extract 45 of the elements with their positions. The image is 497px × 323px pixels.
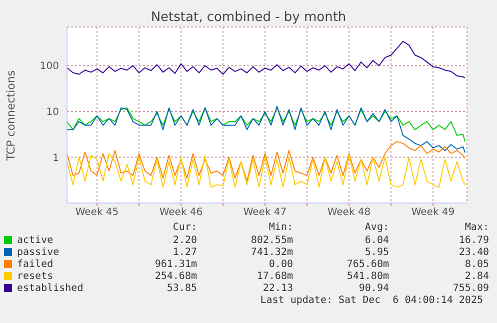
x-tick-label: Week 48 bbox=[327, 207, 371, 218]
text: 254.68m bbox=[154, 270, 197, 282]
text: 16.79 bbox=[458, 234, 489, 246]
legend-label: resets bbox=[17, 270, 54, 282]
text: 53.85 bbox=[166, 282, 197, 294]
text: 541.80m bbox=[346, 270, 389, 282]
legend-label: failed bbox=[17, 258, 54, 270]
text: 2.84 bbox=[464, 270, 489, 282]
legend-label: established bbox=[17, 282, 84, 294]
line-series bbox=[67, 106, 466, 153]
y-tick-label: 1 bbox=[52, 152, 59, 164]
line-series bbox=[67, 141, 466, 182]
y-tick-label: 100 bbox=[40, 61, 59, 72]
text: 961.31m bbox=[154, 258, 197, 270]
x-tick-label: Week 46 bbox=[159, 207, 203, 218]
text: 23.40 bbox=[458, 246, 489, 258]
line-series bbox=[67, 153, 466, 188]
text: 22.13 bbox=[262, 282, 293, 294]
text: 741.32m bbox=[250, 246, 293, 258]
text: 6.04 bbox=[364, 234, 389, 246]
text: 8.05 bbox=[464, 258, 489, 270]
y-axis-title: TCP connections bbox=[4, 70, 18, 160]
text: 5.95 bbox=[364, 246, 389, 258]
line-series bbox=[67, 40, 466, 78]
text: 17.68m bbox=[256, 270, 293, 282]
legend-label: passive bbox=[17, 246, 60, 258]
y-tick-label: 10 bbox=[46, 107, 59, 118]
text: 2.20 bbox=[172, 234, 197, 246]
text: 90.94 bbox=[358, 282, 389, 294]
text: Cur: bbox=[172, 222, 197, 234]
text: Max: bbox=[464, 222, 489, 234]
chart-title: Netstat, combined - by month bbox=[150, 10, 348, 25]
x-tick-label: Week 49 bbox=[411, 207, 455, 218]
text: Min: bbox=[268, 222, 293, 234]
x-tick-label: Week 45 bbox=[75, 207, 119, 218]
legend-label: active bbox=[17, 234, 54, 246]
text: 765.60m bbox=[346, 258, 389, 270]
text: 802.55m bbox=[250, 234, 293, 246]
text: Last update: Sat Dec 6 04:00:14 2025 bbox=[260, 295, 483, 306]
x-tick-label: Week 47 bbox=[243, 207, 287, 218]
text: 755.09 bbox=[452, 282, 489, 294]
line-series bbox=[67, 107, 466, 142]
text: Avg: bbox=[364, 222, 389, 234]
text: 0.00 bbox=[268, 258, 293, 270]
text: 1.27 bbox=[172, 246, 197, 258]
